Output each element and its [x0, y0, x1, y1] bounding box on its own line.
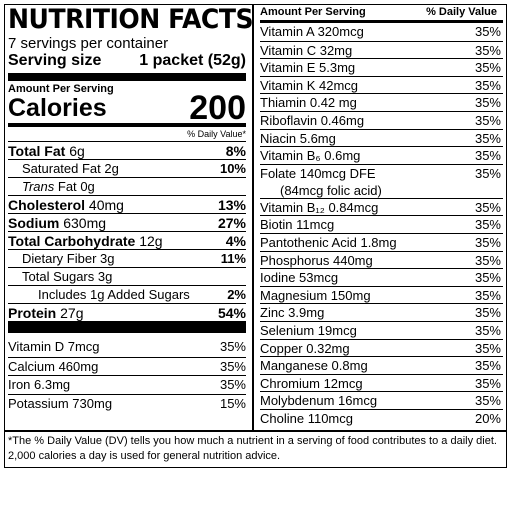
serving-size-value: 1 packet (52g) — [139, 52, 246, 69]
label-title: NUTRITION FACTS — [8, 4, 254, 35]
vitamin-row: Vitamin B₁₂ 0.84mcg 35% — [260, 197, 503, 215]
vitamin-row: Molybdenum 16mcg 35% — [260, 391, 503, 409]
vitamin-row: Vitamin A 320mcg 35% — [260, 24, 501, 39]
calories-label: Calories — [8, 94, 107, 122]
amount-per-serving-label: Amount Per Serving — [8, 83, 114, 95]
vitamin-row: Chromium 12mcg 35% — [260, 373, 503, 391]
vitamin-row: Thiamin 0.42 mg 35% — [260, 93, 503, 111]
nutrient-row-dietary-fiber: Dietary Fiber 3g 11% — [8, 249, 246, 267]
vitamin-row: Vitamin C 32mg 35% — [260, 40, 503, 58]
vitamin-row: Vitamin B₆ 0.6mg 35% — [260, 146, 503, 164]
daily-value-header: % Daily Value* — [187, 129, 246, 139]
nutrient-row-total-sugars: Total Sugars 3g — [8, 267, 246, 285]
vitamin-row: Magnesium 150mg 35% — [260, 285, 503, 303]
vitamin-row: Vitamin E 5.3mg 35% — [260, 58, 503, 76]
nutrient-row-cholesterol: Cholesterol 40mg 13% — [8, 195, 246, 213]
vitamin-row: Pantothenic Acid 1.8mg 35% — [260, 232, 503, 250]
mineral-row-vitamin-d: Vitamin D 7mcg 35% — [8, 339, 246, 354]
nutrient-row-added-sugars: Includes 1g Added Sugars 2% — [8, 285, 246, 303]
mineral-row-iron: Iron 6.3mg 35% — [8, 375, 246, 392]
vitamin-row: Phosphorus 440mg 35% — [260, 250, 503, 268]
nutrient-row-sodium: Sodium 630mg 27% — [8, 213, 246, 231]
serving-size-label: Serving size — [8, 52, 102, 69]
vitamin-row: Folate 140mcg DFE (84mcg folic acid) 35% — [260, 163, 503, 199]
nutrient-row-saturated-fat: Saturated Fat 2g 10% — [8, 159, 246, 177]
vitamin-row: Niacin 5.6mg 35% — [260, 128, 503, 146]
serving-size-row: Serving size 1 packet (52g) — [8, 52, 246, 70]
nutrition-label — [4, 4, 507, 468]
vitamin-row: Iodine 53mcg 35% — [260, 268, 503, 286]
vitamin-row: Biotin 11mcg 35% — [260, 215, 503, 233]
vitamin-list: Vitamin A 320mcg 35% Vitamin C 32mg 35% Vita… — [260, 23, 503, 426]
vitamin-row: Riboflavin 0.46mg 35% — [260, 110, 503, 128]
left-column: NUTRITION FACTS 7 servings per container… — [8, 4, 254, 412]
thick-rule-minerals — [8, 321, 246, 333]
mineral-row-potassium: Potassium 730mg 15% — [8, 393, 246, 411]
calories-value: 200 — [189, 89, 246, 127]
servings-per-container: 7 servings per container — [8, 35, 169, 52]
footnote: *The % Daily Value (DV) tells you how mu… — [8, 435, 497, 462]
nutrient-row-total-carbohydrate: Total Carbohydrate 12g 4% — [8, 231, 246, 249]
vitamin-row: Zinc 3.9mg 35% — [260, 303, 503, 321]
right-column: Amount Per Serving % Daily Value Vitamin… — [260, 5, 503, 426]
vitamin-row: Manganese 0.8mg 35% — [260, 356, 503, 374]
right-column-header: Amount Per Serving % Daily Value — [260, 6, 497, 18]
footnote-divider — [5, 430, 506, 432]
nutrient-row-total-fat: Total Fat 6g 8% — [8, 141, 246, 159]
column-divider — [252, 5, 254, 430]
thick-rule — [8, 73, 246, 81]
nutrient-row-trans-fat: Trans Fat 0g — [8, 177, 246, 195]
vitamin-row: Selenium 19mcg 35% — [260, 320, 503, 338]
vitamin-row: Choline 110mcg 20% — [260, 408, 503, 426]
calories-row: Calories 200 — [8, 89, 246, 127]
vitamin-row: Copper 0.32mg 35% — [260, 338, 503, 356]
right-header-rule — [260, 20, 503, 23]
mineral-row-calcium: Calcium 460mg 35% — [8, 356, 246, 374]
medium-rule — [8, 123, 246, 127]
nutrient-row-protein: Protein 27g 54% — [8, 303, 246, 321]
vitamin-row: Vitamin K 42mcg 35% — [260, 75, 503, 93]
